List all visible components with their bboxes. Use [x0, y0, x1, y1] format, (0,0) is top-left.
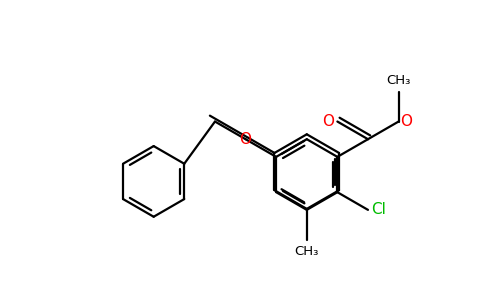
Text: O: O [322, 114, 334, 129]
Text: O: O [401, 114, 412, 129]
Text: Cl: Cl [371, 202, 386, 217]
Text: CH₃: CH₃ [295, 245, 319, 258]
Text: CH₃: CH₃ [386, 74, 411, 87]
Text: O: O [240, 132, 252, 147]
